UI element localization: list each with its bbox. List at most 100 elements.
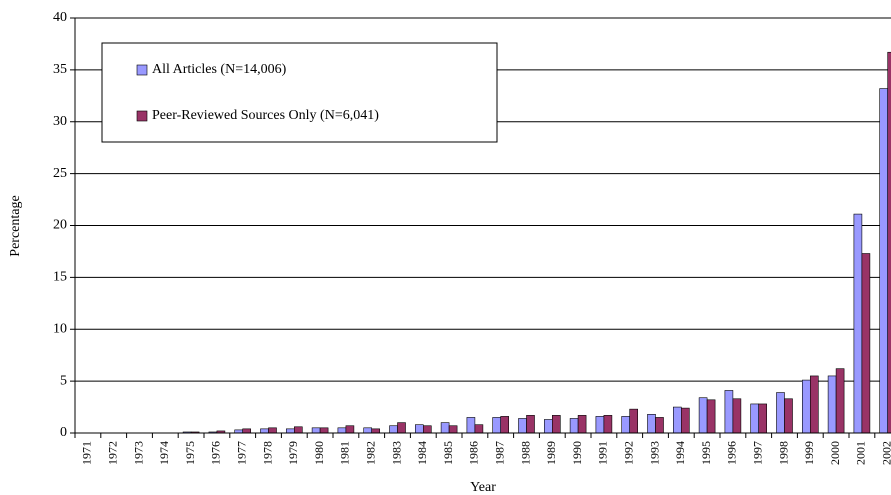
- x-tick-label: 1975: [183, 441, 197, 465]
- bar: [371, 428, 381, 434]
- x-tick-label: 1998: [776, 441, 790, 465]
- x-tick-label: 1973: [131, 441, 145, 465]
- legend: [101, 42, 498, 143]
- bar: [827, 375, 837, 434]
- legend-swatch: [136, 64, 148, 76]
- x-tick-label: 1989: [544, 441, 558, 465]
- bar: [801, 379, 811, 434]
- bar: [397, 422, 406, 434]
- bar: [750, 403, 760, 434]
- x-tick-label: 2000: [828, 441, 842, 465]
- x-tick-label: 1985: [441, 441, 455, 465]
- bar: [887, 51, 891, 434]
- y-tick-label: 30: [53, 114, 67, 129]
- x-tick-label: 1991: [596, 441, 610, 465]
- x-tick-label: 1982: [363, 441, 377, 465]
- x-tick-label: 1992: [621, 441, 635, 465]
- y-tick-label: 10: [53, 321, 67, 336]
- legend-label: All Articles (N=14,006): [152, 62, 287, 77]
- bar: [724, 390, 734, 434]
- bar: [242, 428, 251, 434]
- bar: [500, 416, 510, 434]
- bar: [861, 253, 871, 434]
- x-tick-label: 1994: [673, 441, 687, 465]
- bar: [621, 416, 631, 434]
- x-tick-label: 1977: [234, 441, 248, 465]
- bar: [466, 417, 476, 434]
- y-tick-label: 35: [53, 62, 67, 77]
- x-tick-label: 1987: [492, 441, 506, 465]
- x-tick-label: 1981: [338, 441, 352, 465]
- x-tick-label: 2002: [879, 441, 891, 465]
- y-tick-label: 25: [53, 166, 67, 181]
- bar: [879, 88, 889, 434]
- y-tick-label: 15: [53, 270, 67, 285]
- bar: [492, 417, 502, 434]
- bar: [629, 408, 639, 434]
- bar: [732, 398, 742, 434]
- y-tick-label: 40: [53, 10, 67, 25]
- x-tick-label: 1999: [802, 441, 816, 465]
- bar: [389, 425, 398, 434]
- x-tick-label: 1971: [80, 441, 94, 465]
- x-tick-label: 1997: [750, 441, 764, 465]
- bar: [285, 428, 295, 434]
- y-tick-label: 20: [53, 218, 67, 233]
- bar: [680, 407, 690, 434]
- bar: [809, 375, 819, 434]
- x-tick-label: 1979: [286, 441, 300, 465]
- x-tick-label: 1988: [518, 441, 532, 465]
- x-tick-label: 1986: [467, 441, 481, 465]
- bar: [569, 418, 579, 434]
- x-tick-label: 1978: [260, 441, 274, 465]
- legend-label: Peer-Reviewed Sources Only (N=6,041): [152, 108, 379, 123]
- bar: [448, 425, 458, 434]
- x-tick-label: 1980: [312, 441, 326, 465]
- bar: [698, 397, 708, 434]
- bar: [345, 425, 355, 434]
- y-tick-label: 5: [60, 373, 67, 388]
- y-tick-label: 0: [60, 425, 67, 440]
- x-axis-label: Year: [470, 480, 496, 495]
- x-tick-label: 1990: [570, 441, 584, 465]
- bar: [776, 392, 785, 434]
- bar: [706, 399, 716, 434]
- bar: [293, 426, 303, 434]
- bar: [518, 418, 527, 434]
- bar: [526, 415, 535, 434]
- bar: [311, 427, 321, 434]
- bar: [655, 417, 664, 434]
- bar: [422, 425, 432, 434]
- bar: [595, 416, 605, 434]
- bar: [337, 427, 347, 434]
- x-tick-label: 1974: [157, 441, 171, 465]
- x-tick-label: 1995: [699, 441, 713, 465]
- bar: [260, 428, 269, 434]
- bar: [440, 422, 450, 434]
- bar: [474, 424, 484, 434]
- y-axis-label: Percentage: [8, 195, 23, 256]
- x-tick-label: 1993: [647, 441, 661, 465]
- x-tick-label: 1996: [725, 441, 739, 465]
- x-tick-label: 1984: [415, 441, 429, 465]
- bar: [784, 398, 793, 434]
- bar: [268, 427, 277, 434]
- x-tick-label: 1972: [105, 441, 119, 465]
- x-tick-label: 2001: [854, 441, 868, 465]
- bar: [319, 427, 329, 434]
- bar: [543, 419, 553, 434]
- bar: [603, 415, 613, 434]
- bar: [414, 424, 424, 434]
- bar: [835, 368, 845, 434]
- bar: [758, 403, 768, 434]
- x-tick-label: 1976: [209, 441, 223, 465]
- bar: [647, 414, 656, 434]
- x-tick-label: 1983: [389, 441, 403, 465]
- bar: [551, 415, 561, 434]
- legend-swatch: [136, 110, 148, 122]
- bar: [672, 406, 682, 434]
- bar: [577, 415, 587, 434]
- bar: [853, 213, 863, 434]
- bar: [363, 427, 373, 434]
